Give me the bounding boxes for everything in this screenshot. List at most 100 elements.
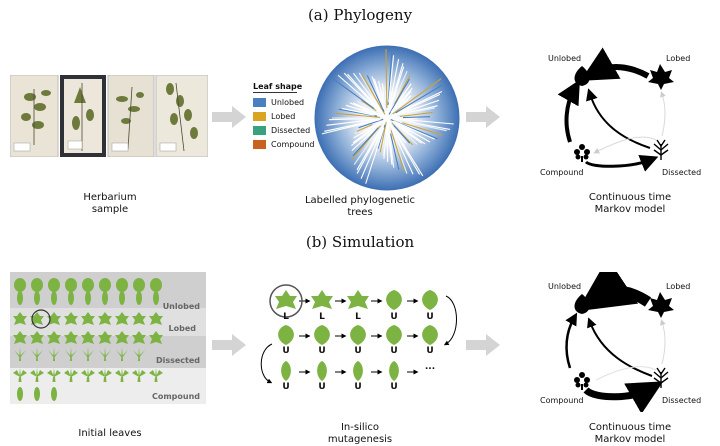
leaf-sample <box>13 312 27 325</box>
tree-branch <box>357 100 379 114</box>
markov-a-lobed-label: Lobed <box>666 54 691 63</box>
tree-branch <box>389 66 405 109</box>
markov-a-unlobed-label: Unlobed <box>548 54 582 63</box>
lobed-leaf-icon <box>648 64 674 90</box>
chain-label-r2c5: U <box>426 346 434 356</box>
leaf-sample <box>30 331 44 344</box>
chain-leaf <box>278 325 294 345</box>
mutagenesis-chain <box>260 284 457 384</box>
tree-branch <box>393 118 454 125</box>
chain-label-r2c2: U <box>318 346 326 356</box>
tree-branch <box>351 128 376 152</box>
leaf-sample <box>13 331 27 344</box>
band-label-unlobed: Unlobed <box>162 302 200 311</box>
initial-leaves-caption: Initial leaves <box>60 428 160 440</box>
chain-leaf <box>353 361 363 381</box>
tree-branch <box>395 90 412 109</box>
tree-branch <box>341 107 375 116</box>
leaf-sample <box>68 291 74 305</box>
leaf-sample <box>99 278 111 292</box>
tree-branch <box>352 127 379 157</box>
leaf-sample <box>81 331 95 344</box>
leaf-sample <box>65 278 77 292</box>
markov-a-caption: Continuous time Markov model <box>585 192 675 216</box>
tree-branch <box>337 74 385 116</box>
initial-leaves-grid <box>10 272 206 404</box>
tree-branch <box>388 78 410 115</box>
markov-b-compound-label: Compound <box>540 396 584 405</box>
herbarium-image <box>9 74 209 158</box>
chain-leaf <box>311 290 333 309</box>
flow-arrow-b2 <box>466 334 500 356</box>
leaf-sample <box>17 387 23 401</box>
leaf-sample <box>34 291 40 305</box>
tree-branch <box>399 111 433 117</box>
markov-b-caption-line2: Markov model <box>594 434 666 445</box>
tree-branch <box>393 125 411 144</box>
tree-branch <box>387 124 393 165</box>
tree-branch <box>389 124 414 175</box>
band-label-dissected: Dissected <box>155 356 200 365</box>
tree-branch <box>352 121 382 144</box>
markov-b-lobed-label: Lobed <box>666 282 691 291</box>
chain-label-r3c3: U <box>354 382 362 392</box>
leaf-sample <box>116 278 128 292</box>
legend-title: Leaf shape <box>253 82 303 91</box>
leaf-sample <box>119 291 125 305</box>
markov-diagram-a <box>557 47 674 172</box>
leaf-sample <box>82 347 94 361</box>
mutagenesis-caption: In-silico mutagenesis <box>300 422 420 446</box>
leaf-sample <box>102 291 108 305</box>
leaf-sample <box>98 368 112 382</box>
tree-branch <box>378 80 384 103</box>
tree-branch <box>395 84 443 114</box>
chain-leaf <box>347 290 369 309</box>
markov-a-caption-line2: Markov model <box>594 204 666 215</box>
leaf-sample <box>65 347 77 361</box>
chain-label-r3c4: U <box>390 382 398 392</box>
leaf-sample <box>81 368 95 382</box>
tree-branch <box>347 73 381 111</box>
chain-label-r1c1: L <box>283 312 289 322</box>
leaf-sample <box>47 331 61 344</box>
tree-branch <box>365 127 385 184</box>
tree-branch <box>395 122 431 143</box>
tree-branch <box>390 99 440 118</box>
tree-branch <box>326 119 375 126</box>
chain-label-r1c5: U <box>426 312 434 322</box>
leaf-sample <box>98 331 112 344</box>
legend-item-unlobed: Unlobed <box>253 95 323 109</box>
tree-branch <box>394 75 411 105</box>
tree-branch <box>394 131 424 177</box>
chain-label-r3c1: U <box>282 382 290 392</box>
tree-branch <box>361 100 377 112</box>
tree-branch <box>387 52 393 106</box>
chain-leaf <box>386 325 402 345</box>
tree-branch <box>402 122 443 136</box>
tree-branch <box>390 130 405 172</box>
tree-branch <box>394 128 407 144</box>
chain-label-r2c1: U <box>282 346 290 356</box>
leaf-sample <box>132 368 146 382</box>
leaf-sample <box>47 312 61 325</box>
chain-leaf <box>275 290 297 309</box>
leaf-sample <box>31 278 43 292</box>
tree-branch <box>390 133 400 170</box>
chain-leaf <box>389 361 399 381</box>
leaf-sample <box>149 312 163 325</box>
tree-branch <box>399 120 447 132</box>
leaf-sample <box>31 347 43 361</box>
band-label-compound: Compound <box>151 392 200 401</box>
tree-branch <box>387 59 400 115</box>
herbarium-caption: Herbarium sample <box>60 192 160 216</box>
chain-ellipsis: ... <box>424 362 436 372</box>
legend-item-lobed: Lobed <box>253 109 323 123</box>
leaf-sample <box>115 312 129 325</box>
leaf-sample <box>149 368 163 382</box>
tree-branch <box>402 116 430 119</box>
markov-a-caption-line1: Continuous time <box>588 192 672 203</box>
dissected-leaf-icon <box>653 367 669 388</box>
markov-b-dissected-label: Dissected <box>662 396 702 405</box>
markov-a-compound-label: Compound <box>540 168 584 177</box>
chain-leaf <box>314 325 330 345</box>
